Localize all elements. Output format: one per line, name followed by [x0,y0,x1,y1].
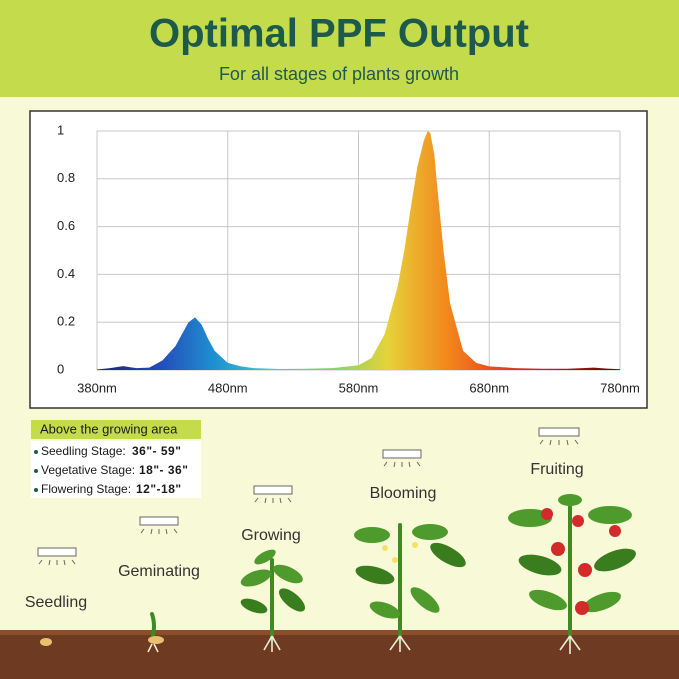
stage-distance: 18"- 36" [139,463,188,477]
plant-label: Fruiting [530,461,583,478]
stage-name: Vegetative Stage: [41,463,135,477]
y-tick-label: 0 [57,361,64,376]
subtitle: For all stages of plants growth [219,64,459,84]
lamps [37,427,580,566]
y-tick-label: 0.8 [57,170,75,185]
stage-list: Seedling Stage: 36"- 59" Vegetative Stage:… [34,444,188,496]
stage-name: Flowering Stage: [41,482,131,496]
plant-label: Geminating [118,563,200,580]
plant-label: Seedling [25,594,87,611]
plant-label: Blooming [370,485,437,502]
stage-name: Seedling Stage: [41,444,126,458]
soil-top [0,630,679,635]
stage-distance: 36"- 59" [132,444,181,458]
soil [0,630,679,679]
plant-drawings [40,494,636,654]
legend-title: Above the growing area [40,421,178,436]
stage-distance: 12"-18" [136,482,182,496]
x-tick-label: 580nm [339,380,379,395]
x-tick-label: 680nm [469,380,509,395]
x-tick-label: 380nm [77,380,117,395]
x-tick-label: 780nm [600,380,640,395]
plant-label: Growing [241,527,301,544]
y-tick-label: 0.4 [57,266,75,281]
y-tick-label: 1 [57,122,64,137]
plant-labels: Seedling Geminating Growing Blooming Fruitin… [25,461,584,611]
title: Optimal PPF Output [149,12,529,56]
legend-box [31,441,201,498]
chart: 0 0.2 0.4 0.6 0.8 1 380nm 480nm 580nm 680nm 780nm [57,122,640,395]
bullet [34,488,38,492]
bullet [34,469,38,473]
header-band [0,0,679,97]
bullet [34,450,38,454]
y-tick-label: 0.6 [57,218,75,233]
legend-title-band [31,420,201,439]
chart-frame [29,110,648,409]
x-tick-label: 480nm [208,380,248,395]
y-tick-label: 0.2 [57,314,75,329]
